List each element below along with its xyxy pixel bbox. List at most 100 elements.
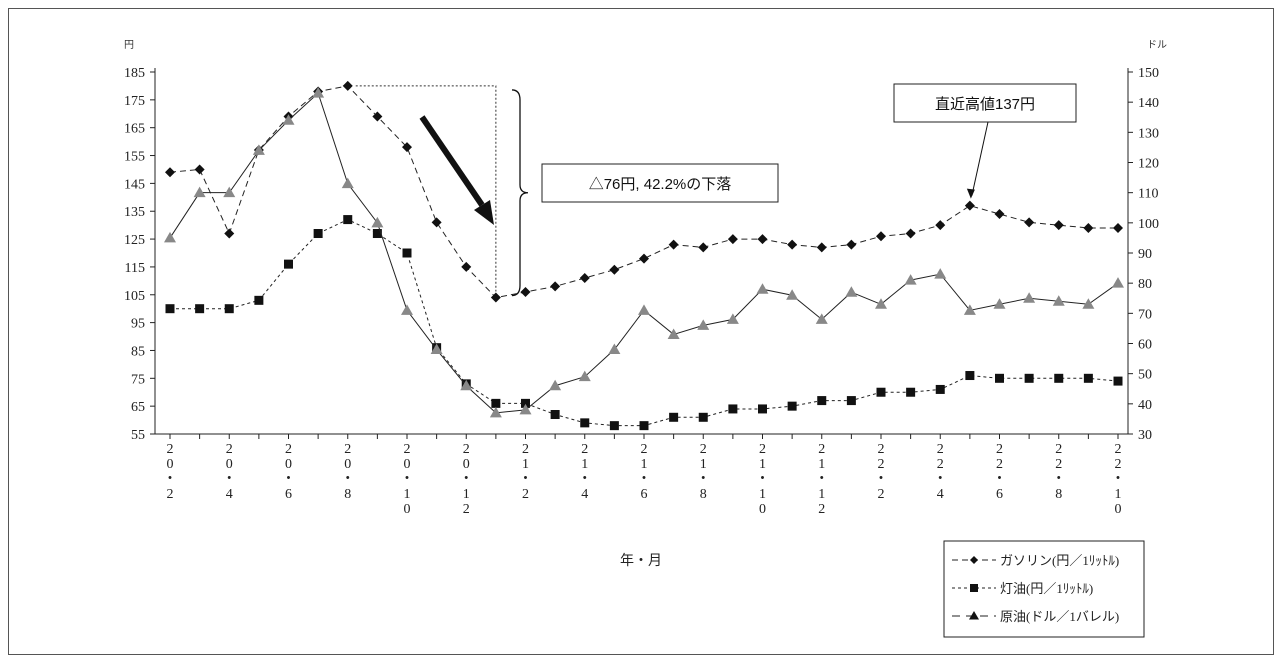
- data-point-crude-oil: [638, 304, 650, 315]
- data-point-crude-oil: [786, 289, 799, 300]
- data-point-crude-oil: [1052, 295, 1065, 306]
- series-line-gasoline: [169, 85, 1118, 299]
- y-right-tick-label: 50: [1138, 368, 1152, 383]
- y-left-tick-label: 125: [124, 233, 145, 248]
- data-point-crude-oil: [578, 370, 591, 382]
- data-point-crude-oil: [489, 406, 502, 418]
- data-point-kerosene: [372, 229, 382, 239]
- data-point-kerosene: [965, 371, 975, 381]
- data-point-gasoline: [668, 239, 679, 250]
- data-point-kerosene: [876, 387, 886, 397]
- x-tick-label: 2 2 ・ 1 0: [1111, 442, 1125, 517]
- x-tick-label: 2 2 ・ 4: [933, 442, 947, 502]
- data-point-kerosene: [1054, 373, 1064, 383]
- data-point-kerosene: [846, 396, 856, 406]
- data-point-crude-oil: [282, 114, 295, 125]
- x-tick-label: 2 0 ・ 1 2: [459, 442, 473, 517]
- data-point-gasoline: [698, 242, 709, 253]
- series-line-kerosene: [170, 219, 1119, 427]
- data-point-crude-oil: [371, 216, 384, 228]
- y-left-tick-label: 175: [124, 94, 145, 109]
- data-point-crude-oil: [934, 268, 947, 279]
- data-point-gasoline: [757, 234, 768, 245]
- y-right-tick-label: 60: [1138, 338, 1152, 353]
- y-right-tick-label: 150: [1138, 66, 1159, 81]
- y-right-tick-label: 80: [1138, 277, 1152, 292]
- data-point-gasoline: [402, 142, 412, 153]
- data-point-gasoline: [964, 200, 975, 211]
- data-point-gasoline: [520, 286, 531, 297]
- data-point-gasoline: [846, 239, 857, 250]
- data-point-gasoline: [550, 281, 561, 292]
- data-point-gasoline: [935, 220, 946, 231]
- data-point-kerosene: [609, 421, 619, 431]
- chart-frame: [8, 8, 1274, 655]
- data-point-crude-oil: [223, 186, 236, 198]
- data-point-kerosene: [1113, 376, 1123, 386]
- recent-high-pointer: [971, 121, 989, 196]
- y-left-tick-label: 155: [124, 150, 145, 165]
- data-point-crude-oil: [252, 144, 265, 155]
- data-point-crude-oil: [312, 87, 325, 98]
- y-left-tick-label: 135: [124, 205, 145, 220]
- legend: ガソリン(円／1ﾘｯﾄﾙ) 灯油(円／1ﾘｯﾄﾙ) 原油(ドル／1バレル): [943, 540, 1145, 638]
- data-point-crude-oil: [1112, 277, 1124, 288]
- x-tick-label: 2 2 ・ 2: [874, 442, 888, 502]
- y-right-tick-label: 140: [1138, 96, 1159, 111]
- data-point-gasoline: [224, 228, 235, 239]
- data-point-kerosene: [995, 373, 1004, 383]
- data-point-kerosene: [669, 412, 679, 422]
- data-point-crude-oil: [519, 403, 532, 415]
- data-point-kerosene: [935, 384, 945, 394]
- x-tick-label: 2 1 ・ 6: [637, 442, 651, 502]
- data-point-gasoline: [1024, 217, 1035, 228]
- data-point-kerosene: [284, 259, 293, 269]
- data-point-gasoline: [461, 261, 472, 272]
- data-point-crude-oil: [963, 304, 976, 315]
- data-point-kerosene: [817, 396, 827, 406]
- y-right-tick-label: 30: [1138, 428, 1152, 443]
- x-tick-label: 2 0 ・ 6: [282, 442, 296, 502]
- annotation-layer: △76円, 42.2%の下落 直近高値137円: [355, 83, 1077, 297]
- recent-high-box: [893, 83, 1077, 123]
- x-tick-label: 2 1 ・ 4: [578, 442, 592, 502]
- x-tick-label: 2 1 ・ 8: [696, 442, 710, 502]
- data-point-kerosene: [521, 398, 530, 408]
- y-left-tick-label: 85: [131, 344, 145, 359]
- x-tick-label: 2 2 ・ 8: [1052, 442, 1066, 502]
- legend-label-kerosene: 灯油(円／1ﾘｯﾄﾙ): [1000, 581, 1093, 596]
- y-left-tick-label: 105: [124, 289, 145, 304]
- data-point-gasoline: [1113, 222, 1123, 233]
- x-axis-title: 年・月: [620, 553, 662, 569]
- data-point-crude-oil: [697, 319, 710, 330]
- data-point-gasoline: [994, 209, 1005, 220]
- data-point-crude-oil: [460, 379, 473, 391]
- drop-annotation-text: △76円, 42.2%の下落: [589, 176, 732, 193]
- data-point-gasoline: [639, 253, 649, 264]
- y-left-tick-label: 185: [124, 66, 145, 81]
- x-tick-label: 2 0 ・ 4: [222, 442, 236, 502]
- recent-high-arrowhead: [966, 188, 975, 199]
- axes: 円 ドル 55 65 75 85 95 105 115 125 135 145 155 165 175 185…: [124, 40, 1167, 569]
- x-tick-label: 2 1 ・ 1 2: [815, 442, 829, 517]
- y-left-tick-label: 65: [131, 400, 145, 415]
- data-point-kerosene: [639, 421, 649, 431]
- data-point-kerosene: [165, 304, 175, 314]
- x-tick-label: 2 1 ・ 2: [519, 442, 533, 502]
- data-point-gasoline: [905, 228, 916, 239]
- data-point-gasoline: [579, 273, 590, 284]
- y-left-tick-label: 75: [131, 372, 145, 387]
- data-point-crude-oil: [845, 286, 858, 297]
- data-point-kerosene: [254, 295, 264, 305]
- data-point-gasoline: [787, 239, 798, 250]
- data-point-crude-oil: [667, 328, 680, 339]
- data-point-gasoline: [1083, 222, 1094, 233]
- data-point-crude-oil: [1023, 292, 1036, 303]
- data-point-crude-oil: [875, 298, 887, 309]
- drop-annotation-box: [541, 163, 779, 203]
- data-point-crude-oil: [164, 231, 176, 243]
- data-point-kerosene: [728, 404, 738, 414]
- y-axis-right-label: ドル: [1147, 40, 1167, 51]
- data-point-kerosene: [698, 412, 708, 422]
